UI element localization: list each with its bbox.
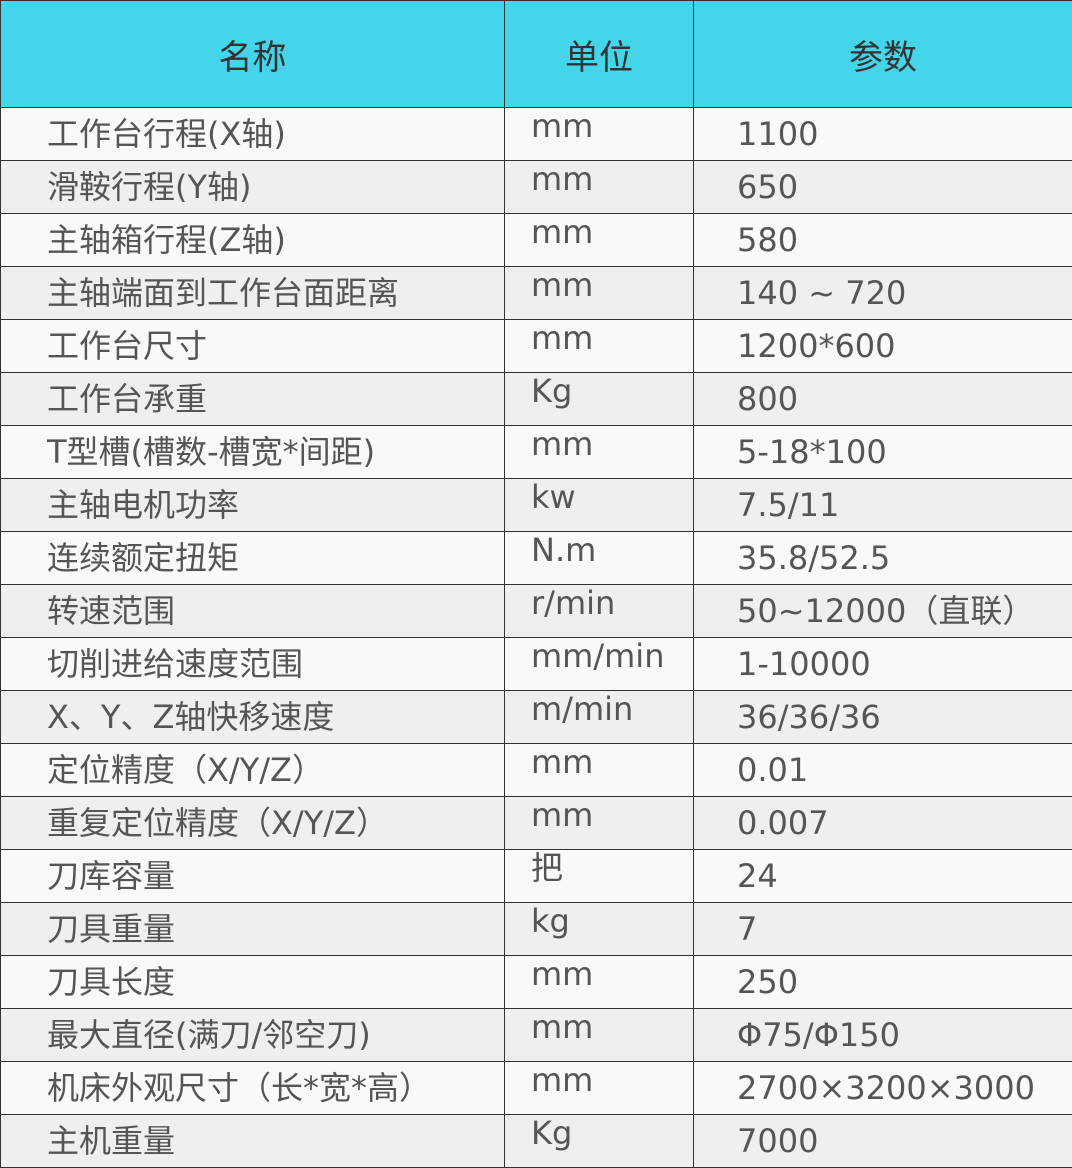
spec-unit: mm	[505, 1009, 694, 1062]
header-value: 参数	[694, 1, 1072, 108]
spec-name: 主机重量	[1, 1115, 505, 1168]
spec-unit: kg	[505, 903, 694, 956]
spec-name: 刀具长度	[1, 956, 505, 1009]
spec-name: 主轴端面到工作台面距离	[1, 267, 505, 320]
spec-value: 0.01	[694, 744, 1072, 797]
spec-name: 最大直径(满刀/邻空刀)	[1, 1009, 505, 1062]
spec-unit: r/min	[505, 585, 694, 638]
header-name: 名称	[1, 1, 505, 108]
spec-value: 250	[694, 956, 1072, 1009]
spec-unit: mm	[505, 797, 694, 850]
spec-unit: mm	[505, 214, 694, 267]
spec-value: 140 ~ 720	[694, 267, 1072, 320]
spec-value: 7000	[694, 1115, 1072, 1168]
spec-name: 工作台尺寸	[1, 320, 505, 373]
spec-unit: mm	[505, 267, 694, 320]
spec-value: 1200*600	[694, 320, 1072, 373]
spec-value: 24	[694, 850, 1072, 903]
spec-name: 刀库容量	[1, 850, 505, 903]
spec-value: 35.8/52.5	[694, 532, 1072, 585]
spec-value: 5-18*100	[694, 426, 1072, 479]
spec-unit: mm	[505, 108, 694, 161]
spec-unit: mm	[505, 956, 694, 1009]
spec-name: 滑鞍行程(Y轴)	[1, 161, 505, 214]
spec-name: 连续额定扭矩	[1, 532, 505, 585]
spec-name: 转速范围	[1, 585, 505, 638]
spec-unit: N.m	[505, 532, 694, 585]
spec-name: 刀具重量	[1, 903, 505, 956]
spec-name: 主轴电机功率	[1, 479, 505, 532]
spec-name: 工作台行程(X轴)	[1, 108, 505, 161]
header-unit: 单位	[505, 1, 694, 108]
spec-value: 0.007	[694, 797, 1072, 850]
spec-name: 定位精度（X/Y/Z）	[1, 744, 505, 797]
spec-unit: mm	[505, 744, 694, 797]
spec-value: 36/36/36	[694, 691, 1072, 744]
spec-unit: mm	[505, 320, 694, 373]
spec-value: Φ75/Φ150	[694, 1009, 1072, 1062]
spec-value: 580	[694, 214, 1072, 267]
spec-name: 机床外观尺寸（长*宽*高）	[1, 1062, 505, 1115]
spec-unit: 把	[505, 850, 694, 903]
spec-value: 650	[694, 161, 1072, 214]
spec-value: 7	[694, 903, 1072, 956]
spec-unit: m/min	[505, 691, 694, 744]
spec-name: 重复定位精度（X/Y/Z）	[1, 797, 505, 850]
spec-unit: Kg	[505, 1115, 694, 1168]
spec-name: 切削进给速度范围	[1, 638, 505, 691]
spec-unit: mm	[505, 426, 694, 479]
spec-value: 1100	[694, 108, 1072, 161]
spec-unit: mm	[505, 161, 694, 214]
header-row: 名称 单位 参数	[1, 1, 1072, 108]
spec-value: 800	[694, 373, 1072, 426]
spec-name: X、Y、Z轴快移速度	[1, 691, 505, 744]
spec-unit: kw	[505, 479, 694, 532]
spec-value: 7.5/11	[694, 479, 1072, 532]
spec-unit: mm/min	[505, 638, 694, 691]
spec-name: T型槽(槽数-槽宽*间距)	[1, 426, 505, 479]
spec-value: 2700×3200×3000	[694, 1062, 1072, 1115]
spec-name: 主轴箱行程(Z轴)	[1, 214, 505, 267]
spec-value: 1-10000	[694, 638, 1072, 691]
spec-unit: mm	[505, 1062, 694, 1115]
spec-unit: Kg	[505, 373, 694, 426]
spec-name: 工作台承重	[1, 373, 505, 426]
spec-value: 50~12000（直联）	[694, 585, 1072, 638]
